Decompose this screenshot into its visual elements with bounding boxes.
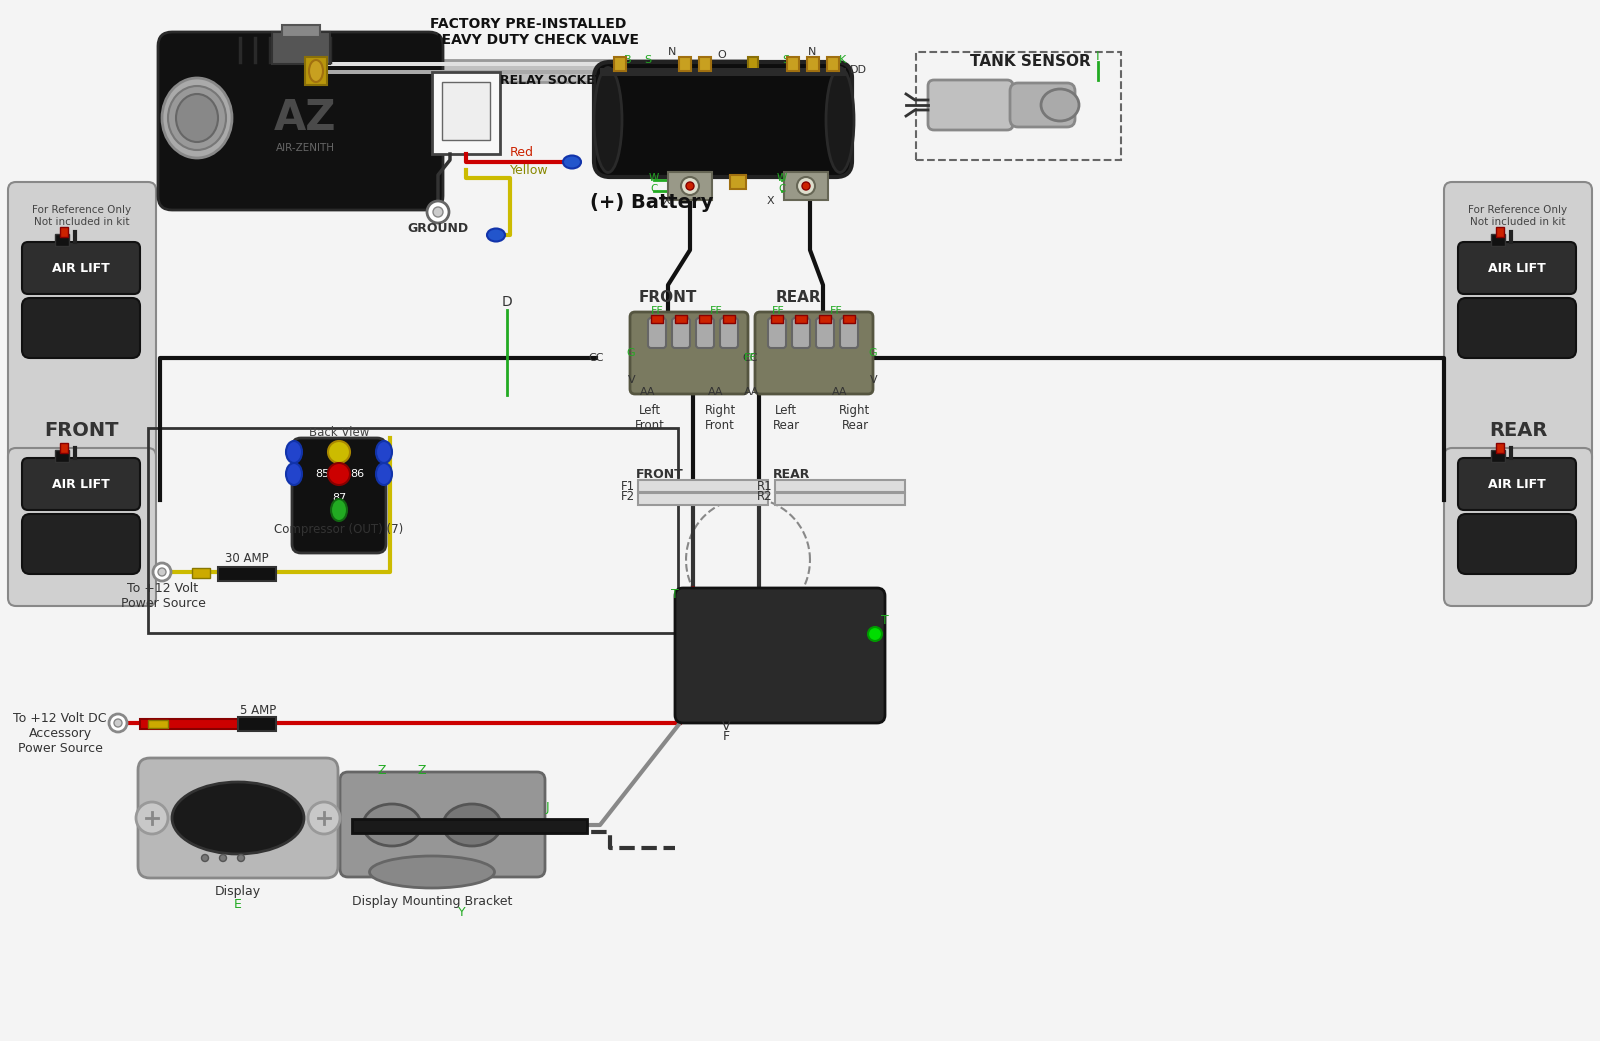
FancyBboxPatch shape bbox=[1458, 514, 1576, 574]
FancyBboxPatch shape bbox=[192, 568, 210, 578]
FancyBboxPatch shape bbox=[442, 82, 490, 139]
FancyBboxPatch shape bbox=[1458, 298, 1576, 358]
Text: For Reference Only: For Reference Only bbox=[1469, 205, 1568, 215]
FancyBboxPatch shape bbox=[22, 242, 141, 294]
Text: E: E bbox=[234, 897, 242, 911]
Text: Yellow: Yellow bbox=[510, 163, 549, 177]
Text: V: V bbox=[870, 375, 878, 385]
Text: AIR LIFT: AIR LIFT bbox=[53, 478, 110, 490]
FancyBboxPatch shape bbox=[730, 175, 746, 189]
Text: G: G bbox=[627, 348, 635, 358]
FancyBboxPatch shape bbox=[352, 819, 587, 833]
FancyBboxPatch shape bbox=[720, 318, 738, 348]
Text: To +12 Volt DC
Accessory
Power Source: To +12 Volt DC Accessory Power Source bbox=[13, 712, 107, 756]
FancyBboxPatch shape bbox=[218, 567, 277, 581]
Text: G: G bbox=[869, 348, 877, 358]
FancyBboxPatch shape bbox=[675, 588, 885, 723]
FancyBboxPatch shape bbox=[1491, 450, 1506, 462]
Text: Not included in kit: Not included in kit bbox=[34, 217, 130, 227]
Text: DD: DD bbox=[850, 65, 867, 75]
FancyBboxPatch shape bbox=[282, 25, 320, 37]
Ellipse shape bbox=[286, 463, 302, 485]
Text: GROUND: GROUND bbox=[408, 222, 469, 234]
Text: FACTORY PRE-INSTALLED
HEAVY DUTY CHECK VALVE: FACTORY PRE-INSTALLED HEAVY DUTY CHECK V… bbox=[430, 17, 638, 47]
Text: X: X bbox=[766, 196, 774, 206]
FancyBboxPatch shape bbox=[238, 717, 277, 731]
Text: 85: 85 bbox=[315, 469, 330, 479]
Ellipse shape bbox=[376, 441, 392, 463]
FancyBboxPatch shape bbox=[638, 493, 768, 505]
Text: (+) Battery: (+) Battery bbox=[590, 193, 714, 211]
Text: AIR LIFT: AIR LIFT bbox=[1488, 261, 1546, 275]
FancyBboxPatch shape bbox=[755, 312, 874, 393]
Ellipse shape bbox=[594, 68, 622, 173]
FancyBboxPatch shape bbox=[594, 62, 851, 177]
FancyBboxPatch shape bbox=[723, 315, 734, 323]
Text: D: D bbox=[502, 295, 512, 309]
FancyBboxPatch shape bbox=[749, 57, 758, 73]
Text: F1: F1 bbox=[621, 480, 635, 492]
FancyBboxPatch shape bbox=[1443, 448, 1592, 606]
FancyBboxPatch shape bbox=[1491, 234, 1506, 246]
Text: C: C bbox=[778, 184, 786, 194]
Text: TANK SENSOR: TANK SENSOR bbox=[970, 54, 1091, 70]
FancyBboxPatch shape bbox=[774, 480, 906, 492]
FancyBboxPatch shape bbox=[339, 772, 546, 877]
Text: R2: R2 bbox=[757, 490, 771, 504]
FancyBboxPatch shape bbox=[22, 458, 141, 510]
FancyBboxPatch shape bbox=[827, 57, 838, 71]
Text: S: S bbox=[782, 55, 789, 65]
FancyBboxPatch shape bbox=[792, 318, 810, 348]
FancyBboxPatch shape bbox=[806, 57, 819, 71]
Text: F: F bbox=[723, 731, 730, 743]
Text: B: B bbox=[624, 55, 632, 65]
FancyBboxPatch shape bbox=[651, 315, 662, 323]
Text: AIR LIFT: AIR LIFT bbox=[1488, 478, 1546, 490]
Circle shape bbox=[114, 719, 122, 727]
Text: N: N bbox=[808, 47, 816, 57]
Text: Z: Z bbox=[418, 763, 426, 777]
Text: 5 AMP: 5 AMP bbox=[240, 704, 277, 716]
Text: S: S bbox=[645, 55, 651, 65]
Ellipse shape bbox=[563, 155, 581, 169]
FancyBboxPatch shape bbox=[1010, 83, 1075, 127]
FancyBboxPatch shape bbox=[840, 318, 858, 348]
Text: AA: AA bbox=[640, 387, 656, 397]
FancyBboxPatch shape bbox=[638, 480, 768, 492]
Text: REAR: REAR bbox=[774, 290, 821, 305]
FancyBboxPatch shape bbox=[1458, 242, 1576, 294]
Ellipse shape bbox=[331, 499, 347, 520]
Ellipse shape bbox=[1042, 88, 1078, 121]
Text: J: J bbox=[546, 802, 549, 814]
Text: R1: R1 bbox=[757, 480, 771, 492]
FancyBboxPatch shape bbox=[312, 60, 752, 82]
FancyBboxPatch shape bbox=[771, 315, 782, 323]
FancyBboxPatch shape bbox=[787, 57, 798, 71]
FancyBboxPatch shape bbox=[699, 57, 710, 71]
Text: V: V bbox=[629, 375, 635, 385]
FancyBboxPatch shape bbox=[774, 493, 906, 505]
Circle shape bbox=[328, 441, 350, 463]
FancyBboxPatch shape bbox=[819, 315, 830, 323]
Text: FF: FF bbox=[771, 306, 784, 316]
Circle shape bbox=[802, 182, 810, 191]
FancyBboxPatch shape bbox=[784, 172, 829, 200]
Text: To +12 Volt
Power Source: To +12 Volt Power Source bbox=[120, 582, 205, 610]
Ellipse shape bbox=[826, 68, 854, 173]
Text: Display Mounting Bracket: Display Mounting Bracket bbox=[352, 895, 512, 909]
Text: RELAY SOCKET: RELAY SOCKET bbox=[499, 74, 603, 86]
Text: Compressor (OUT) (7): Compressor (OUT) (7) bbox=[274, 524, 403, 536]
Ellipse shape bbox=[286, 441, 302, 463]
Ellipse shape bbox=[363, 804, 421, 846]
Text: AIR LIFT: AIR LIFT bbox=[53, 261, 110, 275]
FancyBboxPatch shape bbox=[696, 318, 714, 348]
Text: N: N bbox=[667, 47, 677, 57]
FancyBboxPatch shape bbox=[312, 70, 752, 74]
FancyBboxPatch shape bbox=[843, 315, 854, 323]
Text: Display: Display bbox=[214, 886, 261, 898]
Circle shape bbox=[328, 463, 350, 485]
FancyBboxPatch shape bbox=[312, 62, 752, 66]
Text: 86: 86 bbox=[350, 469, 365, 479]
Text: F2: F2 bbox=[621, 490, 635, 504]
